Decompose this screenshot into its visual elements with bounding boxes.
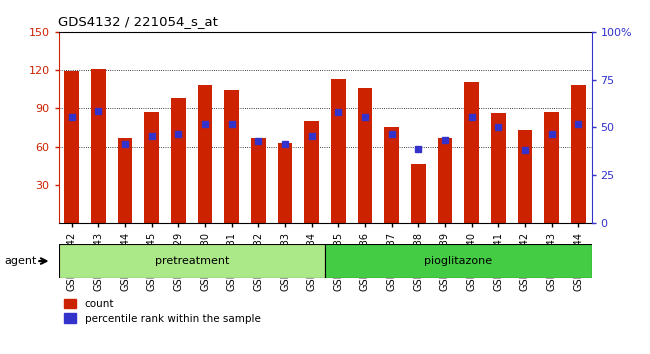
Bar xyxy=(437,138,452,223)
Text: pretreatment: pretreatment xyxy=(155,256,229,266)
Bar xyxy=(91,69,106,223)
Bar xyxy=(58,244,325,278)
Bar xyxy=(278,143,292,223)
Bar xyxy=(251,138,266,223)
Text: pioglitazone: pioglitazone xyxy=(424,256,492,266)
Bar xyxy=(464,81,479,223)
Bar xyxy=(544,112,559,223)
Bar xyxy=(64,72,79,223)
Bar xyxy=(331,79,346,223)
Bar xyxy=(144,112,159,223)
Bar xyxy=(198,85,213,223)
Bar xyxy=(118,138,133,223)
Bar xyxy=(224,91,239,223)
Bar xyxy=(171,98,186,223)
Bar xyxy=(517,130,532,223)
Legend: count, percentile rank within the sample: count, percentile rank within the sample xyxy=(64,299,261,324)
Text: agent: agent xyxy=(5,256,37,266)
Bar xyxy=(325,244,592,278)
Bar xyxy=(358,88,372,223)
Bar xyxy=(384,127,399,223)
Bar xyxy=(411,164,426,223)
Text: GDS4132 / 221054_s_at: GDS4132 / 221054_s_at xyxy=(58,15,218,28)
Bar xyxy=(571,85,586,223)
Bar xyxy=(304,121,319,223)
Bar xyxy=(491,113,506,223)
